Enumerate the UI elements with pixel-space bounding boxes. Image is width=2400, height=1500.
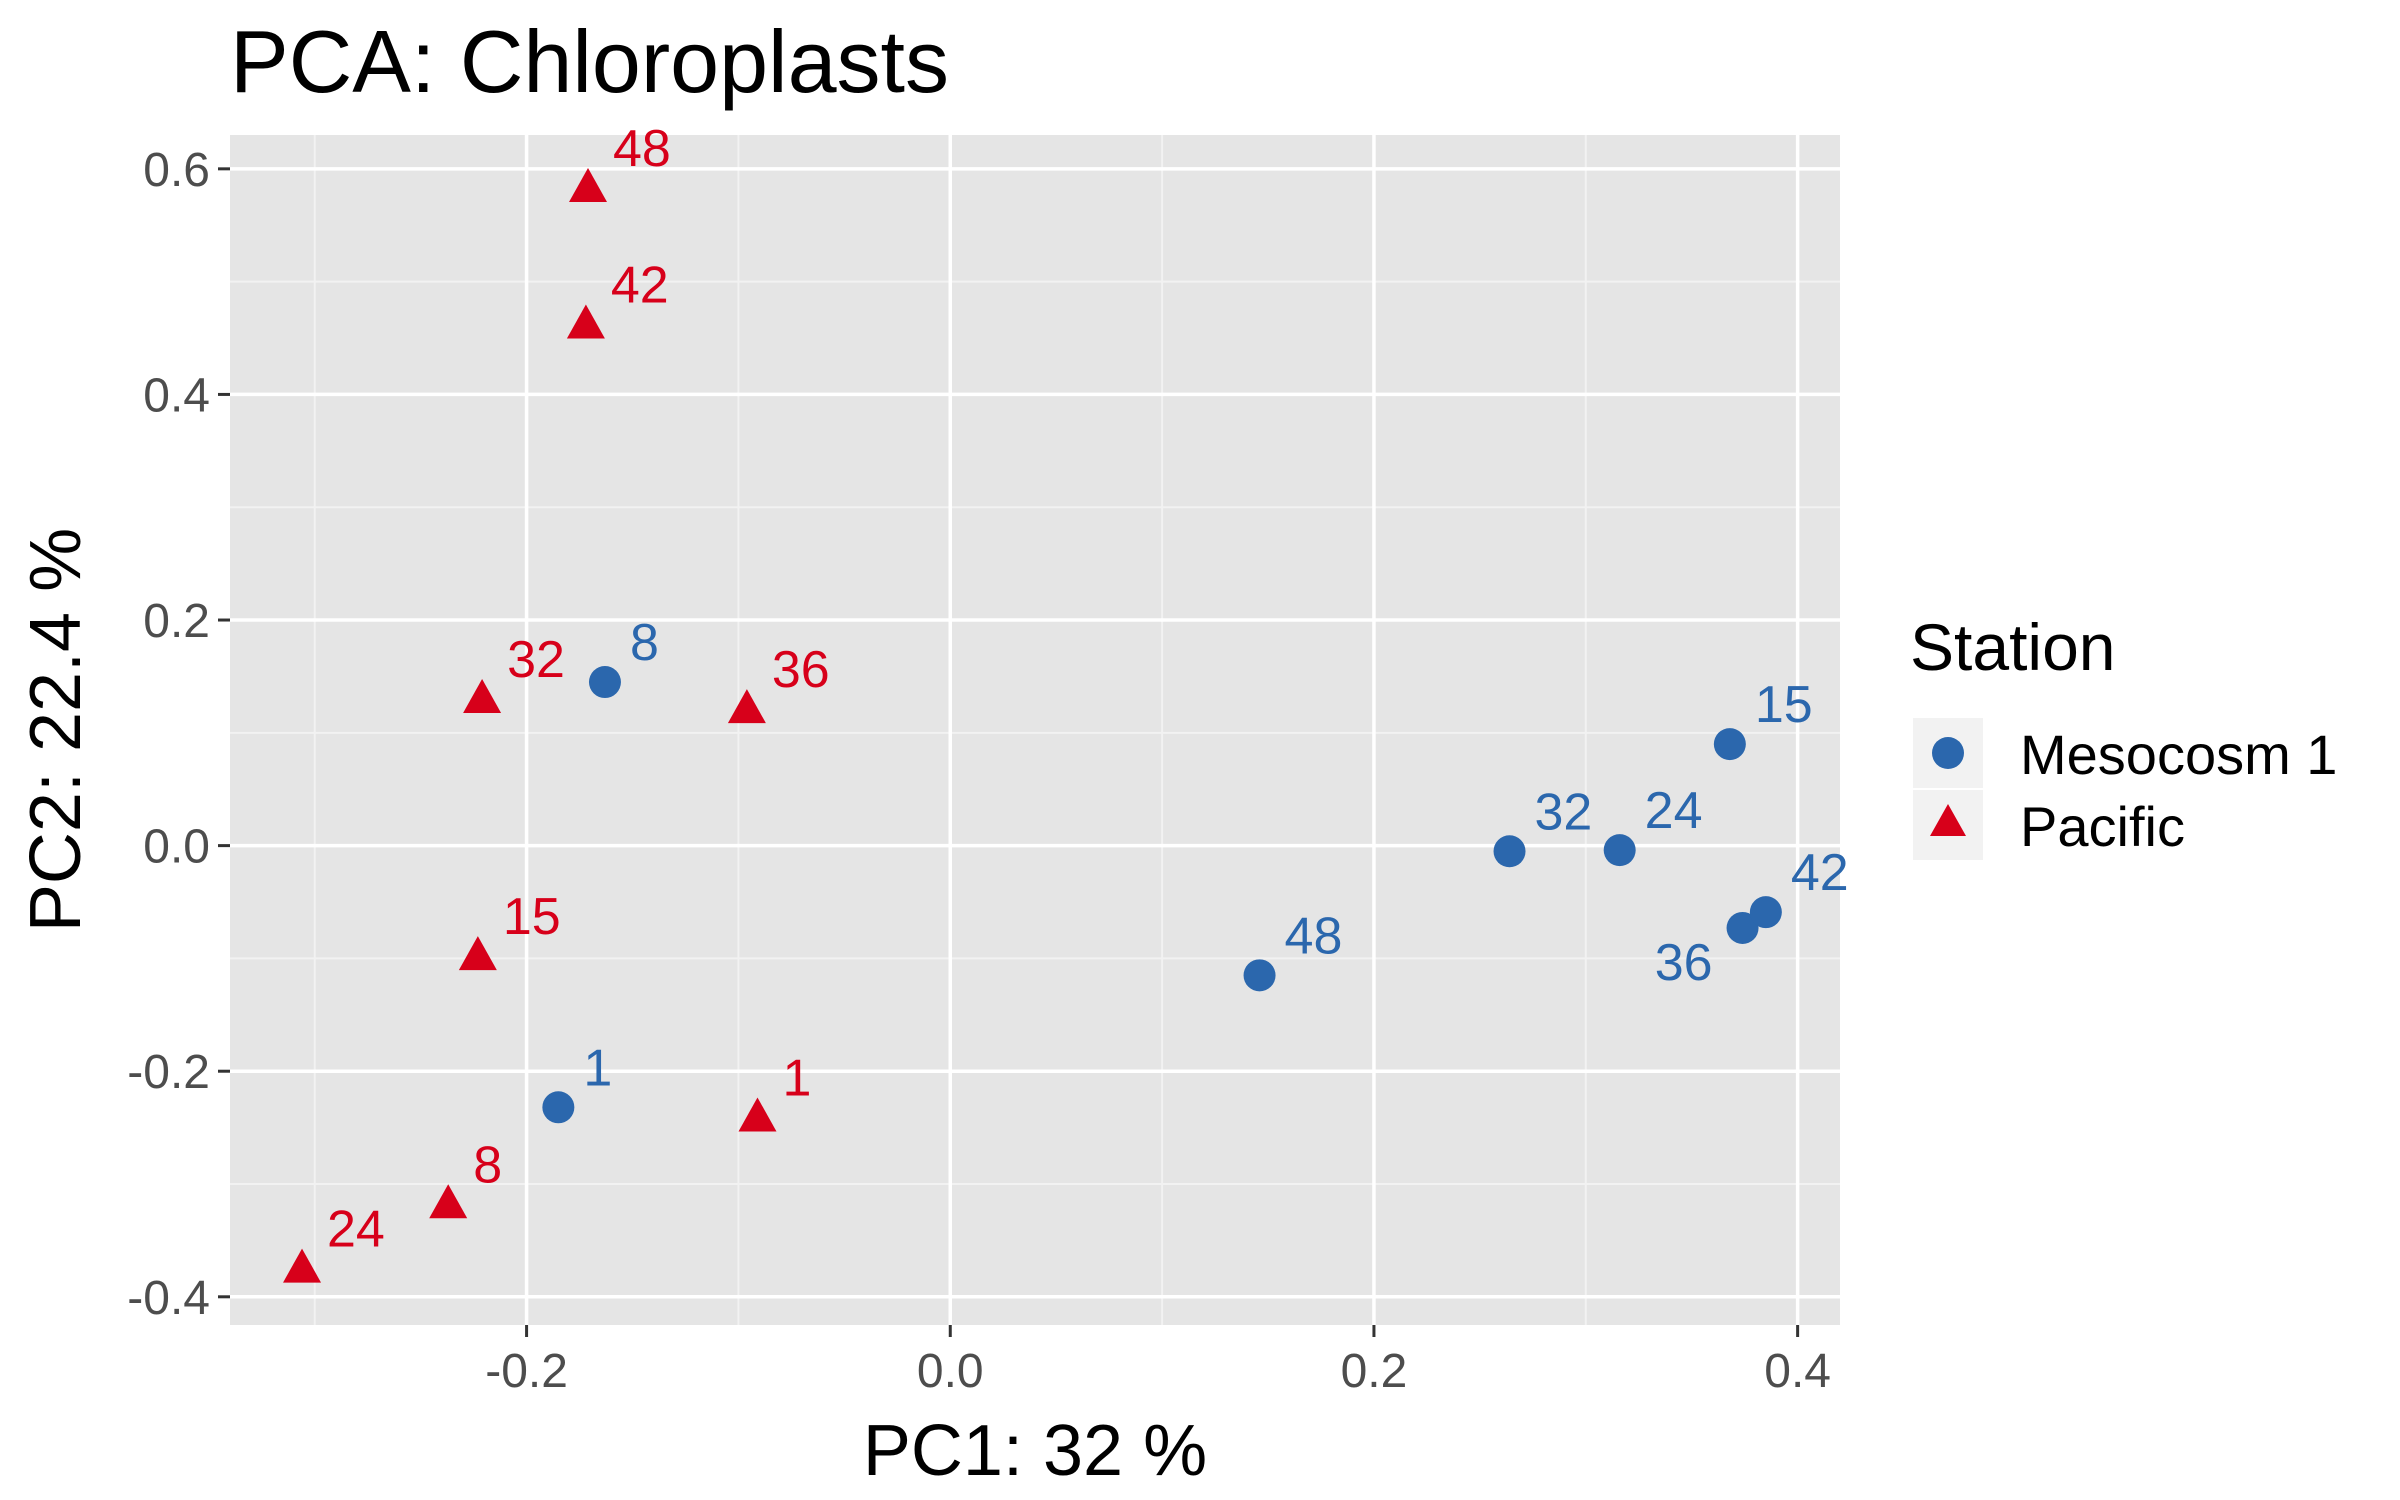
chart-title: PCA: Chloroplasts [230,12,949,111]
plot-panel [230,135,1840,1325]
point-labels: 8 1 48 32 24 15 36 42 48 42 32 36 15 1 8 24 [327,120,1849,1259]
point-label: 48 [613,120,671,178]
pacific-point [566,304,605,339]
point-label: 32 [1535,783,1593,841]
x-axis-title: PC1: 32 % [863,1411,1207,1491]
grid-minor [230,135,1840,1325]
pacific-point [463,678,502,713]
mesocosm-point [542,1091,575,1124]
mesocosm-point [1493,835,1526,868]
y-tick-label: 0.4 [143,369,210,422]
legend: Station Mesocosm 1 Pacific [1910,610,2337,860]
x-axis-ticks: -0.2 0.0 0.2 0.4 [485,1325,1831,1398]
mesocosm-point [588,666,621,699]
point-label: 36 [772,641,830,699]
point-label: 32 [507,631,565,689]
grid-major [230,135,1840,1325]
point-label: 24 [1645,782,1703,840]
mesocosm-point [1749,896,1782,929]
data-points [283,168,1782,1283]
x-tick-label: 0.0 [917,1345,984,1398]
y-tick-label: 0.2 [143,595,210,648]
point-label: 1 [583,1039,612,1097]
legend-triangle-icon [1930,804,1966,836]
legend-label-mesocosm-1: Mesocosm 1 [2020,723,2337,786]
y-axis-title: PC2: 22.4 % [16,528,96,932]
legend-label-pacific: Pacific [2020,795,2185,858]
legend-circle-icon [1932,737,1964,769]
point-label: 1 [782,1049,811,1107]
y-tick-label: -0.2 [127,1046,210,1099]
point-label: 42 [611,256,669,314]
mesocosm-point [1726,911,1759,944]
point-label: 8 [630,614,659,672]
point-label: 15 [503,888,561,946]
y-axis-ticks: -0.4 -0.2 0.0 0.2 0.4 0.6 [127,144,230,1325]
point-label: 24 [327,1201,385,1259]
point-label: 15 [1755,676,1813,734]
pacific-point [429,1184,468,1219]
pacific-point [458,936,497,971]
mesocosm-point [1243,959,1276,992]
pacific-point [283,1248,322,1283]
point-label: 42 [1791,844,1849,902]
x-tick-label: 0.2 [1341,1345,1408,1398]
pacific-point [738,1097,777,1132]
legend-title: Station [1910,610,2115,684]
x-tick-label: -0.2 [485,1345,568,1398]
point-label: 36 [1655,934,1713,992]
point-label: 8 [473,1136,502,1194]
mesocosm-point [1713,728,1746,761]
y-tick-label: 0.6 [143,144,210,197]
y-tick-label: -0.4 [127,1272,210,1325]
point-label: 48 [1285,907,1343,965]
x-tick-label: 0.4 [1764,1345,1831,1398]
y-tick-label: 0.0 [143,821,210,874]
pacific-point [569,168,608,203]
pacific-point [727,689,766,724]
mesocosm-point [1603,834,1636,867]
